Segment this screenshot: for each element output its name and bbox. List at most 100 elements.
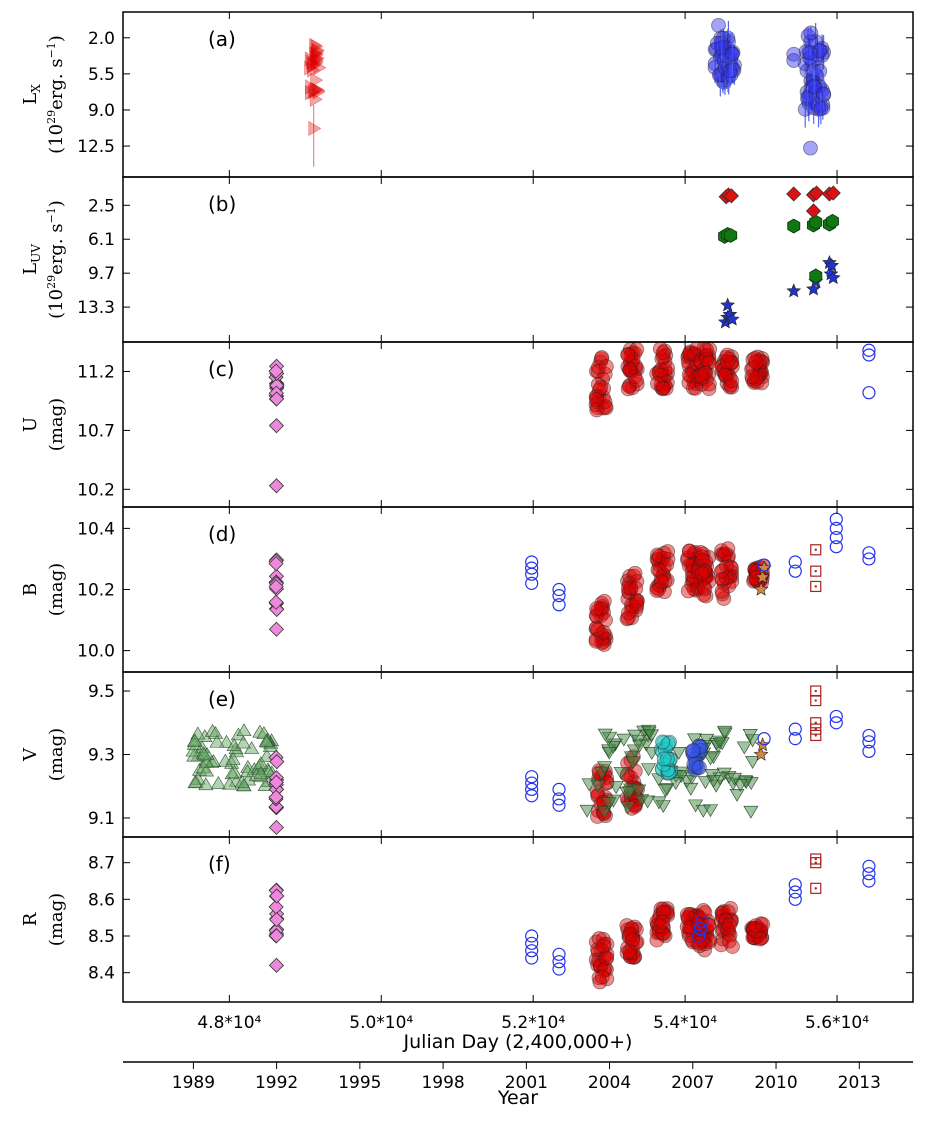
y-axis-unit-rest: erg. s — [46, 223, 67, 274]
data-point — [701, 918, 717, 933]
data-point — [253, 766, 269, 780]
data-point — [722, 917, 737, 933]
data-point — [596, 806, 612, 819]
y-tick-label: 10.7 — [77, 421, 115, 441]
series-open-seasons-2001-2003 — [525, 929, 566, 976]
data-point — [622, 786, 638, 800]
y-tick-label: 9.5 — [88, 682, 115, 702]
data-point — [698, 365, 713, 381]
x-tick-label: 4.8*10⁴ — [197, 1013, 261, 1033]
data-point — [552, 782, 566, 797]
panel-4: 10.0 10.2 10.4 (d) B (mag) — [20, 506, 914, 673]
data-point — [598, 400, 614, 416]
data-point — [268, 418, 285, 434]
data-point — [651, 548, 667, 564]
panel-frame — [122, 506, 914, 673]
y-tick-label: 9.3 — [88, 746, 115, 766]
series-open-2010-2013 — [757, 512, 876, 578]
data-point — [627, 565, 643, 581]
data-point — [724, 354, 740, 370]
data-point — [627, 763, 643, 779]
data-point — [803, 140, 818, 156]
y-axis-unit-label: (1029erg. s−1) — [45, 35, 67, 154]
data-point — [814, 861, 817, 864]
data-point — [862, 552, 876, 566]
y-axis-label-main: R — [20, 912, 41, 926]
data-point — [268, 819, 285, 836]
data-point — [809, 214, 823, 230]
data-point-frame — [810, 685, 822, 697]
data-point — [829, 512, 843, 526]
y-tick-label: 8.5 — [88, 927, 115, 947]
panel-label: (a) — [208, 27, 236, 51]
data-point — [597, 728, 613, 742]
series-apt-seasons — [588, 342, 771, 418]
data-point — [680, 583, 696, 599]
data-point — [688, 799, 704, 813]
data-point — [813, 101, 829, 117]
y-axis-unit-rest: erg. s — [46, 58, 67, 109]
data-point — [862, 546, 876, 560]
panel-data-layer — [268, 342, 876, 494]
data-point-frame — [810, 580, 822, 593]
data-point — [702, 804, 718, 818]
data-point — [268, 621, 285, 637]
data-point — [748, 354, 764, 370]
data-point — [525, 951, 539, 965]
year-tick-label: 1989 — [172, 1073, 215, 1093]
data-point-frame — [810, 882, 822, 894]
y-axis-label: LX — [20, 84, 43, 105]
data-point — [691, 935, 707, 951]
data-point — [656, 380, 671, 396]
data-point — [218, 734, 235, 748]
data-point — [641, 763, 657, 777]
data-point — [814, 887, 817, 890]
data-point — [862, 735, 876, 749]
data-point — [755, 916, 771, 932]
data-point — [695, 914, 709, 928]
series-triangles-up — [185, 723, 280, 792]
data-point — [650, 376, 665, 391]
data-point — [525, 770, 539, 784]
y-axis-label: LUV — [20, 244, 43, 275]
year-tick-label: 1998 — [421, 1073, 464, 1093]
y-axis-unit-exponent: 29 — [45, 110, 58, 124]
data-point — [590, 622, 606, 638]
data-point — [269, 912, 285, 928]
data-point — [829, 521, 843, 535]
panel-data-layer — [717, 185, 841, 329]
data-point — [525, 936, 539, 950]
data-point — [308, 82, 322, 99]
data-point — [808, 185, 825, 201]
data-point — [581, 778, 597, 792]
year-tick-label: 2007 — [671, 1073, 714, 1093]
data-point — [311, 50, 325, 66]
panel-label: (c) — [208, 357, 235, 381]
data-point — [268, 594, 284, 610]
data-point — [711, 18, 726, 33]
data-point — [829, 716, 843, 730]
data-point — [697, 581, 713, 597]
data-point — [655, 345, 671, 361]
y-axis-unit-text: (mag) — [46, 398, 67, 451]
y-axis-label-main: U — [20, 417, 41, 432]
data-point — [655, 914, 671, 930]
data-point — [655, 349, 671, 364]
data-point — [597, 761, 613, 774]
y-tick-label: 9.7 — [88, 264, 115, 284]
data-point — [628, 581, 644, 596]
data-point — [525, 576, 539, 590]
x-tick-label: 5.6*10⁴ — [805, 1013, 869, 1033]
data-point — [800, 91, 815, 107]
data-point — [640, 795, 656, 809]
series-hipparcos — [268, 552, 285, 637]
y-axis-label: V — [20, 747, 41, 762]
y-axis-unit-exponent: 29 — [45, 275, 58, 289]
data-point — [239, 764, 255, 778]
y-axis-unit-label: (1029erg. s−1) — [45, 200, 67, 319]
data-point — [656, 751, 672, 767]
data-point — [814, 548, 817, 551]
data-point — [803, 25, 819, 41]
data-point — [687, 733, 703, 747]
data-point — [593, 380, 609, 395]
